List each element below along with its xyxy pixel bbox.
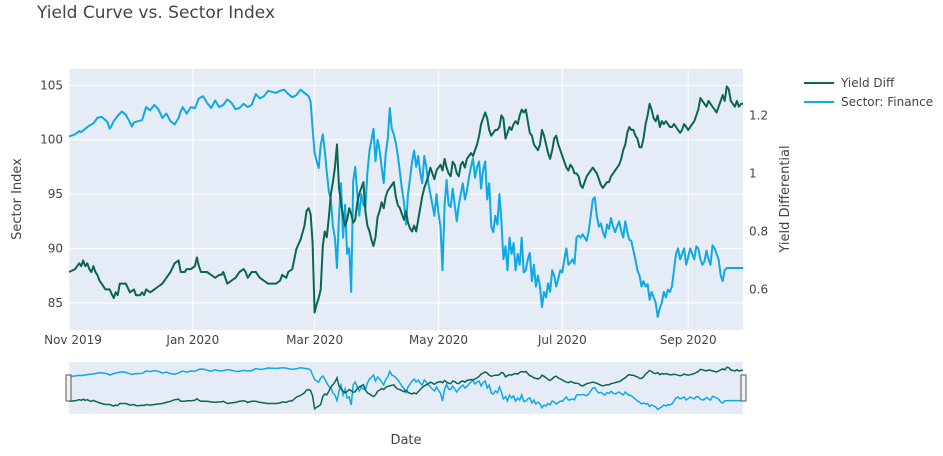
x-tick-label: May 2020 xyxy=(409,333,468,347)
y-right-tick-label: 0.6 xyxy=(749,282,768,296)
legend-label-sector-finance: Sector: Finance xyxy=(841,95,933,109)
x-tick-label: Jan 2020 xyxy=(165,333,219,347)
series-line-yield-diff xyxy=(68,85,743,314)
y-left-tick-label: 90 xyxy=(48,241,63,255)
range-slider-series xyxy=(68,366,743,411)
y-axis-right-ticks: 0.6 0.8 1 1.2 xyxy=(749,108,768,296)
series-line-sector-finance xyxy=(68,88,743,318)
x-tick-label: Mar 2020 xyxy=(286,333,343,347)
y-axis-left-ticks: 85 90 95 100 105 xyxy=(40,78,63,310)
y-left-tick-label: 105 xyxy=(40,78,63,92)
y-axis-left-title: Sector Index xyxy=(10,158,25,240)
legend-label-yield-diff: Yield Diff xyxy=(840,76,895,90)
range-slider-right-handle[interactable] xyxy=(740,374,747,402)
legend-item-yield-diff[interactable]: Yield Diff xyxy=(804,76,895,90)
y-right-tick-label: 0.8 xyxy=(749,224,768,238)
range-slider-left-handle[interactable] xyxy=(65,374,72,402)
y-left-tick-label: 100 xyxy=(40,133,63,147)
legend-item-sector-finance[interactable]: Sector: Finance xyxy=(804,95,933,109)
y-axis-right-title: Yield Differential xyxy=(778,145,793,253)
x-tick-label: Nov 2019 xyxy=(44,333,102,347)
series-layer xyxy=(68,85,743,318)
chart-title: Yield Curve vs. Sector Index xyxy=(37,3,276,23)
y-left-tick-label: 95 xyxy=(48,187,63,201)
y-right-tick-label: 1.2 xyxy=(749,108,768,122)
x-axis-title: Date xyxy=(390,433,421,448)
x-tick-label: Sep 2020 xyxy=(660,333,717,347)
y-right-tick-label: 1 xyxy=(749,166,757,180)
y-left-tick-label: 85 xyxy=(48,296,63,310)
legend: Yield Diff Sector: Finance xyxy=(804,76,933,109)
plot-area xyxy=(69,69,743,330)
slider-line-sector-finance xyxy=(68,367,743,411)
slider-line-yield-diff xyxy=(68,366,743,411)
range-slider-background[interactable] xyxy=(69,362,743,414)
x-axis-ticks: Nov 2019 Jan 2020 Mar 2020 May 2020 Jul 2020… xyxy=(44,333,717,347)
x-tick-label: Jul 2020 xyxy=(537,333,587,347)
